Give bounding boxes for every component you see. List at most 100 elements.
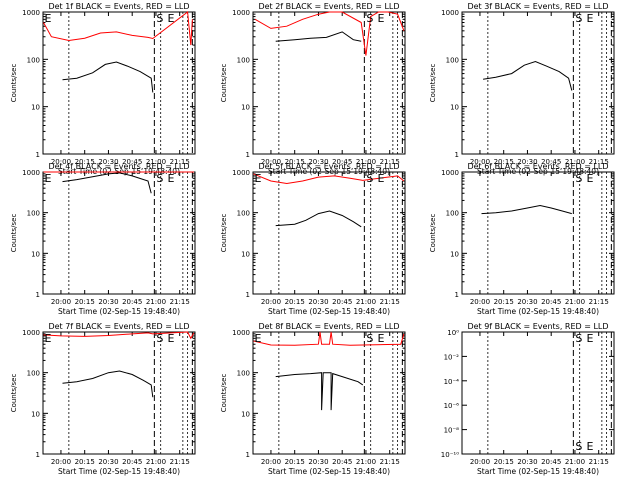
marker-label: E: [586, 172, 593, 185]
y-tick-label: 10⁻²: [444, 353, 460, 361]
det-panel: Det 4f BLACK = Events, RED = LLD 20:00 20:…: [10, 162, 196, 316]
x-tick-label: 20:15: [75, 158, 95, 166]
y-tick-label: 1000: [441, 169, 459, 177]
y-tick-label: 10: [31, 250, 40, 258]
x-tick-label: 20:30: [517, 298, 537, 306]
y-tick-label: 1: [246, 151, 250, 159]
x-tick-label: 20:30: [98, 158, 118, 166]
x-axis-label: Start Time (02-Sep-15 19:48:40): [477, 467, 599, 476]
det-panel: Det 9f BLACK = Events, RED = LLD 20:00 20:…: [441, 322, 615, 476]
x-axis-label: Start Time (02-Sep-15 19:48:40): [268, 467, 390, 476]
series-line: [62, 370, 154, 398]
y-tick-label: 1000: [232, 9, 250, 17]
x-tick-label: 20:15: [494, 298, 514, 306]
y-tick-label: 100: [237, 210, 250, 218]
y-axis-label: Counts/sec: [10, 64, 18, 103]
y-tick-label: 10: [241, 104, 250, 112]
chart-title: Det 5f BLACK = Events, RED = LLD: [258, 162, 399, 171]
y-tick-label: 100: [237, 56, 250, 64]
y-tick-label: 10⁰: [447, 329, 459, 337]
marker-label: E: [45, 332, 52, 345]
x-tick-label: 20:15: [75, 298, 95, 306]
x-tick-label: 20:30: [308, 458, 328, 466]
series-line: [62, 61, 154, 93]
marker-label: E: [255, 332, 262, 345]
x-tick-label: 21:15: [589, 458, 609, 466]
y-tick-label: 1: [455, 151, 459, 159]
y-tick-label: 1000: [22, 9, 40, 17]
y-tick-label: 10⁻⁶: [444, 402, 460, 410]
y-tick-label: 100: [446, 210, 459, 218]
det-panel: Det 2f BLACK = Events, RED = LLD 20:00 20:…: [220, 2, 406, 176]
x-tick-label: 20:45: [541, 458, 561, 466]
y-axis-label: Counts/sec: [429, 64, 437, 103]
x-tick-label: 20:00: [261, 298, 281, 306]
plot-frame: [42, 11, 196, 155]
series-line: [254, 11, 405, 56]
x-tick-label: 21:00: [356, 158, 376, 166]
x-tick-label: 21:15: [170, 298, 190, 306]
chart-title: Det 1f BLACK = Events, RED = LLD: [48, 2, 189, 11]
marker-label: E: [167, 172, 174, 185]
marker-label: S: [575, 12, 582, 25]
y-tick-label: 10⁻⁸: [444, 427, 460, 435]
y-axis-label: Counts/sec: [10, 374, 18, 413]
y-axis-label: Counts/sec: [220, 64, 228, 103]
x-tick-label: 20:00: [261, 458, 281, 466]
x-tick-label: 21:00: [565, 298, 585, 306]
marker-label: E: [167, 12, 174, 25]
y-tick-label: 1: [36, 291, 40, 299]
x-tick-label: 20:00: [470, 158, 490, 166]
x-tick-label: 20:15: [285, 158, 305, 166]
x-tick-label: 21:15: [589, 158, 609, 166]
x-tick-label: 20:30: [98, 298, 118, 306]
y-axis-label: Counts/sec: [10, 214, 18, 253]
y-tick-label: 1000: [22, 169, 40, 177]
det-panel: Det 7f BLACK = Events, RED = LLD 20:00 20:…: [10, 322, 196, 476]
series-line: [62, 172, 152, 194]
x-axis-label: Start Time (02-Sep-15 19:48:40): [58, 467, 180, 476]
y-tick-label: 1000: [441, 9, 459, 17]
x-tick-label: 21:15: [380, 298, 400, 306]
marker-label: E: [167, 332, 174, 345]
x-axis-label: Start Time (02-Sep-15 19:48:40): [477, 307, 599, 316]
x-tick-label: 20:15: [75, 458, 95, 466]
x-tick-label: 21:15: [170, 158, 190, 166]
series-line: [253, 173, 405, 185]
x-tick-label: 20:45: [332, 158, 352, 166]
y-axis-label: Counts/sec: [429, 214, 437, 253]
series-line: [43, 331, 195, 340]
det-panel: Det 8f BLACK = Events, RED = LLD 20:00 20:…: [220, 322, 406, 476]
chart-title: Det 4f BLACK = Events, RED = LLD: [48, 162, 189, 171]
det-panel: Det 6f BLACK = Events, RED = LLD 20:00 20:…: [429, 162, 615, 316]
series-line: [275, 372, 364, 411]
x-tick-label: 21:15: [380, 458, 400, 466]
y-tick-label: 1000: [232, 169, 250, 177]
x-tick-label: 21:00: [565, 458, 585, 466]
x-tick-label: 21:00: [565, 158, 585, 166]
plot-frame: [461, 171, 615, 295]
series-line: [483, 60, 573, 91]
x-tick-label: 21:15: [170, 458, 190, 466]
x-tick-label: 21:00: [356, 458, 376, 466]
det-panel: Det 1f BLACK = Events, RED = LLD 20:00 20:…: [10, 2, 196, 176]
chart-title: Det 8f BLACK = Events, RED = LLD: [258, 322, 399, 331]
y-tick-label: 100: [27, 56, 40, 64]
marker-label: S: [156, 332, 163, 345]
x-tick-label: 21:00: [356, 298, 376, 306]
x-tick-label: 20:00: [51, 158, 71, 166]
x-tick-label: 20:45: [541, 158, 561, 166]
y-tick-label: 100: [27, 370, 40, 378]
plot-frame: [461, 331, 615, 455]
x-tick-label: 20:00: [470, 298, 490, 306]
series-line: [43, 11, 193, 46]
x-tick-label: 20:15: [494, 458, 514, 466]
marker-label: S: [366, 332, 373, 345]
plot-frame: [461, 11, 615, 155]
plot-frame: [252, 331, 406, 455]
marker-label: S: [366, 172, 373, 185]
y-tick-label: 10: [241, 410, 250, 418]
plot-frame: [252, 11, 406, 155]
x-tick-label: 20:30: [517, 158, 537, 166]
